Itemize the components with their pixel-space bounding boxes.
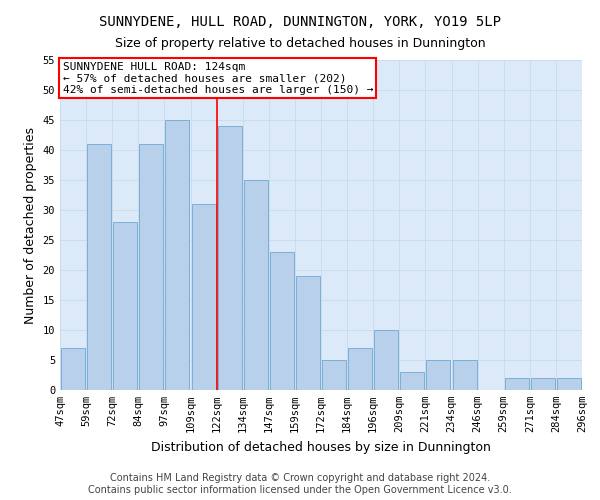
Bar xyxy=(348,348,372,390)
Bar xyxy=(452,360,476,390)
Bar xyxy=(400,372,424,390)
Bar xyxy=(322,360,346,390)
Bar xyxy=(270,252,294,390)
Bar xyxy=(374,330,398,390)
X-axis label: Distribution of detached houses by size in Dunnington: Distribution of detached houses by size … xyxy=(151,440,491,454)
Bar xyxy=(296,276,320,390)
Text: SUNNYDENE HULL ROAD: 124sqm
← 57% of detached houses are smaller (202)
42% of se: SUNNYDENE HULL ROAD: 124sqm ← 57% of det… xyxy=(62,62,373,95)
Bar xyxy=(531,378,555,390)
Bar xyxy=(244,180,268,390)
Bar xyxy=(166,120,190,390)
Bar xyxy=(87,144,111,390)
Bar xyxy=(218,126,242,390)
Y-axis label: Number of detached properties: Number of detached properties xyxy=(24,126,37,324)
Bar xyxy=(113,222,137,390)
Bar xyxy=(61,348,85,390)
Bar xyxy=(505,378,529,390)
Text: Size of property relative to detached houses in Dunnington: Size of property relative to detached ho… xyxy=(115,38,485,51)
Bar xyxy=(557,378,581,390)
Bar xyxy=(191,204,215,390)
Text: SUNNYDENE, HULL ROAD, DUNNINGTON, YORK, YO19 5LP: SUNNYDENE, HULL ROAD, DUNNINGTON, YORK, … xyxy=(99,15,501,29)
Bar xyxy=(139,144,163,390)
Text: Contains HM Land Registry data © Crown copyright and database right 2024.
Contai: Contains HM Land Registry data © Crown c… xyxy=(88,474,512,495)
Bar xyxy=(427,360,451,390)
